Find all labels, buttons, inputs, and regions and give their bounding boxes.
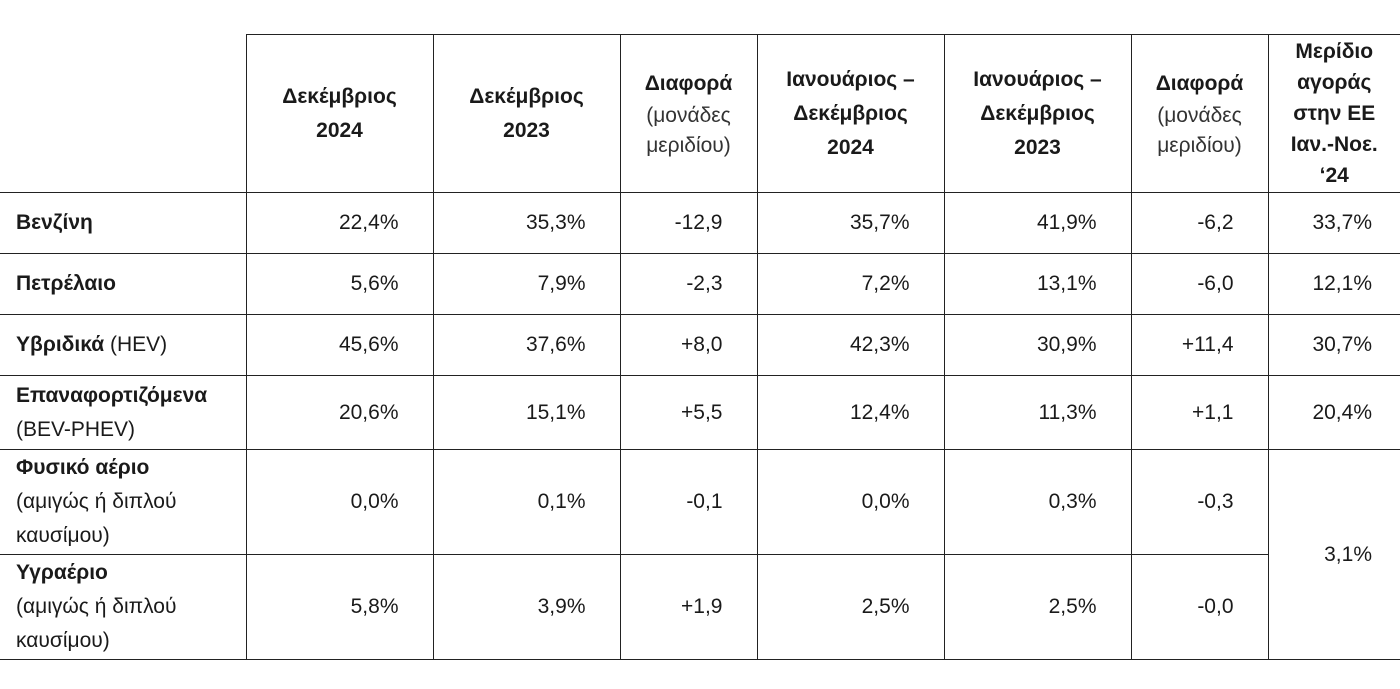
cell-value: 30,9% bbox=[943, 314, 1132, 376]
row-label-text: Υβριδικά bbox=[16, 333, 105, 356]
header-subtext: (μονάδες bbox=[1157, 103, 1242, 127]
cell-value: 20,4% bbox=[1267, 375, 1400, 450]
row-label: Πετρέλαιο bbox=[0, 253, 247, 315]
header-subtext: μεριδίου) bbox=[1157, 133, 1242, 157]
row-label: Υγραέριο (αμιγώς ή διπλού καυσίμου) bbox=[0, 554, 247, 660]
cell-value: -0,0 bbox=[1130, 554, 1268, 660]
cell-value: +11,4 bbox=[1130, 314, 1269, 376]
header-dec-2023: Δεκέμβριος 2023 bbox=[432, 34, 621, 193]
cell-value: 42,3% bbox=[756, 314, 945, 376]
row-label: Φυσικό αέριο (αμιγώς ή διπλού καυσίμου) bbox=[0, 449, 247, 555]
row-label-extra: (BEV-PHEV) bbox=[16, 417, 136, 441]
header-text: Διαφορά bbox=[1155, 71, 1244, 95]
header-jan-dec-2024: Ιανουάριος – Δεκέμβριος 2024 bbox=[756, 34, 945, 193]
header-text: Ιαν.-Νοε. bbox=[1290, 133, 1378, 156]
header-text: 2023 bbox=[1014, 135, 1061, 159]
cell-value: 12,4% bbox=[756, 375, 945, 450]
header-text: Δεκέμβριος bbox=[980, 101, 1095, 125]
cell-value: -12,9 bbox=[619, 192, 758, 254]
cell-value: 35,3% bbox=[432, 192, 621, 254]
cell-value: -0,1 bbox=[619, 449, 758, 555]
row-label-text: Επαναφορτιζόμενα bbox=[16, 383, 208, 407]
row-label-extra: καυσίμου) bbox=[16, 524, 110, 547]
cell-value: -6,2 bbox=[1130, 192, 1269, 254]
header-text: Δεκέμβριος bbox=[282, 84, 397, 108]
header-eu-share: Μερίδιο αγοράς στην ΕΕ Ιαν.-Νοε. ‘24 bbox=[1267, 34, 1400, 193]
cell-value: 3,9% bbox=[432, 554, 621, 660]
cell-value-merged: 3,1% bbox=[1267, 449, 1400, 660]
cell-value: +5,5 bbox=[619, 375, 758, 450]
header-text: 2023 bbox=[503, 118, 550, 142]
header-text: Ιανουάριος – bbox=[786, 67, 915, 91]
header-text: 2024 bbox=[316, 118, 363, 142]
header-text: Δεκέμβριος bbox=[469, 84, 584, 108]
table-row: Επαναφορτιζόμενα (BEV-PHEV) 20,6% 15,1% … bbox=[0, 375, 1400, 450]
header-diff-year: Διαφορά (μονάδες μεριδίου) bbox=[1130, 34, 1269, 193]
cell-value: 0,0% bbox=[245, 449, 434, 555]
cell-value: 0,3% bbox=[943, 449, 1132, 555]
header-text: Δεκέμβριος bbox=[793, 101, 908, 125]
row-label-extra: καυσίμου) bbox=[16, 629, 110, 652]
row-label-text: Φυσικό αέριο bbox=[16, 456, 150, 479]
cell-value: 20,6% bbox=[245, 375, 434, 450]
cell-value: 7,9% bbox=[432, 253, 621, 315]
header-subtext: μεριδίου) bbox=[646, 133, 731, 157]
cell-value: 0,0% bbox=[756, 449, 945, 555]
header-diff-month: Διαφορά (μονάδες μεριδίου) bbox=[619, 34, 758, 193]
cell-value: 12,1% bbox=[1267, 253, 1400, 315]
cell-value: 35,7% bbox=[756, 192, 945, 254]
table-row: Υβριδικά (HEV) 45,6% 37,6% +8,0 42,3% 30… bbox=[0, 314, 1400, 376]
cell-value: 22,4% bbox=[245, 192, 434, 254]
cell-value: -0,3 bbox=[1130, 449, 1269, 555]
cell-value: 15,1% bbox=[432, 375, 621, 450]
cell-value: 33,7% bbox=[1267, 192, 1400, 254]
cell-value: -6,0 bbox=[1130, 253, 1269, 315]
cell-value: 0,1% bbox=[432, 449, 621, 555]
cell-value: 13,1% bbox=[943, 253, 1132, 315]
cell-value: 37,6% bbox=[432, 314, 621, 376]
header-dec-2024: Δεκέμβριος 2024 bbox=[245, 34, 434, 193]
row-label-text: Πετρέλαιο bbox=[16, 272, 116, 295]
table-row: Υγραέριο (αμιγώς ή διπλού καυσίμου) 5,8%… bbox=[0, 554, 1400, 660]
cell-value: 11,3% bbox=[943, 375, 1132, 450]
fuel-share-table: Δεκέμβριος 2024 Δεκέμβριος 2023 Διαφορά … bbox=[0, 34, 1400, 660]
cell-value: +1,1 bbox=[1130, 375, 1269, 450]
cell-value: 5,6% bbox=[245, 253, 434, 315]
row-label: Υβριδικά (HEV) bbox=[0, 314, 247, 376]
cell-value: -2,3 bbox=[619, 253, 758, 315]
row-label-text: Υγραέριο bbox=[16, 561, 108, 584]
cell-value: 2,5% bbox=[943, 554, 1132, 660]
row-label: Βενζίνη bbox=[0, 192, 247, 254]
header-row: Δεκέμβριος 2024 Δεκέμβριος 2023 Διαφορά … bbox=[0, 34, 1400, 193]
header-text: Διαφορά bbox=[644, 71, 733, 95]
header-text: αγοράς bbox=[1297, 71, 1372, 94]
header-jan-dec-2023: Ιανουάριος – Δεκέμβριος 2023 bbox=[943, 34, 1132, 193]
cell-value: 30,7% bbox=[1267, 314, 1400, 376]
row-label-extra: (HEV) bbox=[104, 333, 168, 356]
header-text: Μερίδιο bbox=[1295, 40, 1374, 63]
table-row: Φυσικό αέριο (αμιγώς ή διπλού καυσίμου) … bbox=[0, 449, 1400, 660]
row-label: Επαναφορτιζόμενα (BEV-PHEV) bbox=[0, 375, 247, 450]
cell-value: 45,6% bbox=[245, 314, 434, 376]
row-label-extra: (αμιγώς ή διπλού bbox=[16, 490, 177, 513]
header-text: Ιανουάριος – bbox=[973, 67, 1102, 91]
header-text: 2024 bbox=[827, 135, 874, 159]
row-label-text: Βενζίνη bbox=[16, 211, 93, 234]
cell-value: +8,0 bbox=[619, 314, 758, 376]
row-label-extra: (αμιγώς ή διπλού bbox=[16, 595, 177, 618]
table-row: Πετρέλαιο 5,6% 7,9% -2,3 7,2% 13,1% -6,0… bbox=[0, 253, 1400, 315]
cell-value: 5,8% bbox=[245, 554, 434, 660]
header-corner bbox=[0, 34, 247, 193]
cell-value: 2,5% bbox=[756, 554, 945, 660]
header-text: ‘24 bbox=[1319, 164, 1349, 187]
cell-value: 41,9% bbox=[943, 192, 1132, 254]
header-subtext: (μονάδες bbox=[646, 103, 731, 127]
cell-value: 7,2% bbox=[756, 253, 945, 315]
table-row: Βενζίνη 22,4% 35,3% -12,9 35,7% 41,9% -6… bbox=[0, 192, 1400, 254]
cell-value: +1,9 bbox=[619, 554, 758, 660]
header-text: στην ΕΕ bbox=[1293, 102, 1376, 125]
